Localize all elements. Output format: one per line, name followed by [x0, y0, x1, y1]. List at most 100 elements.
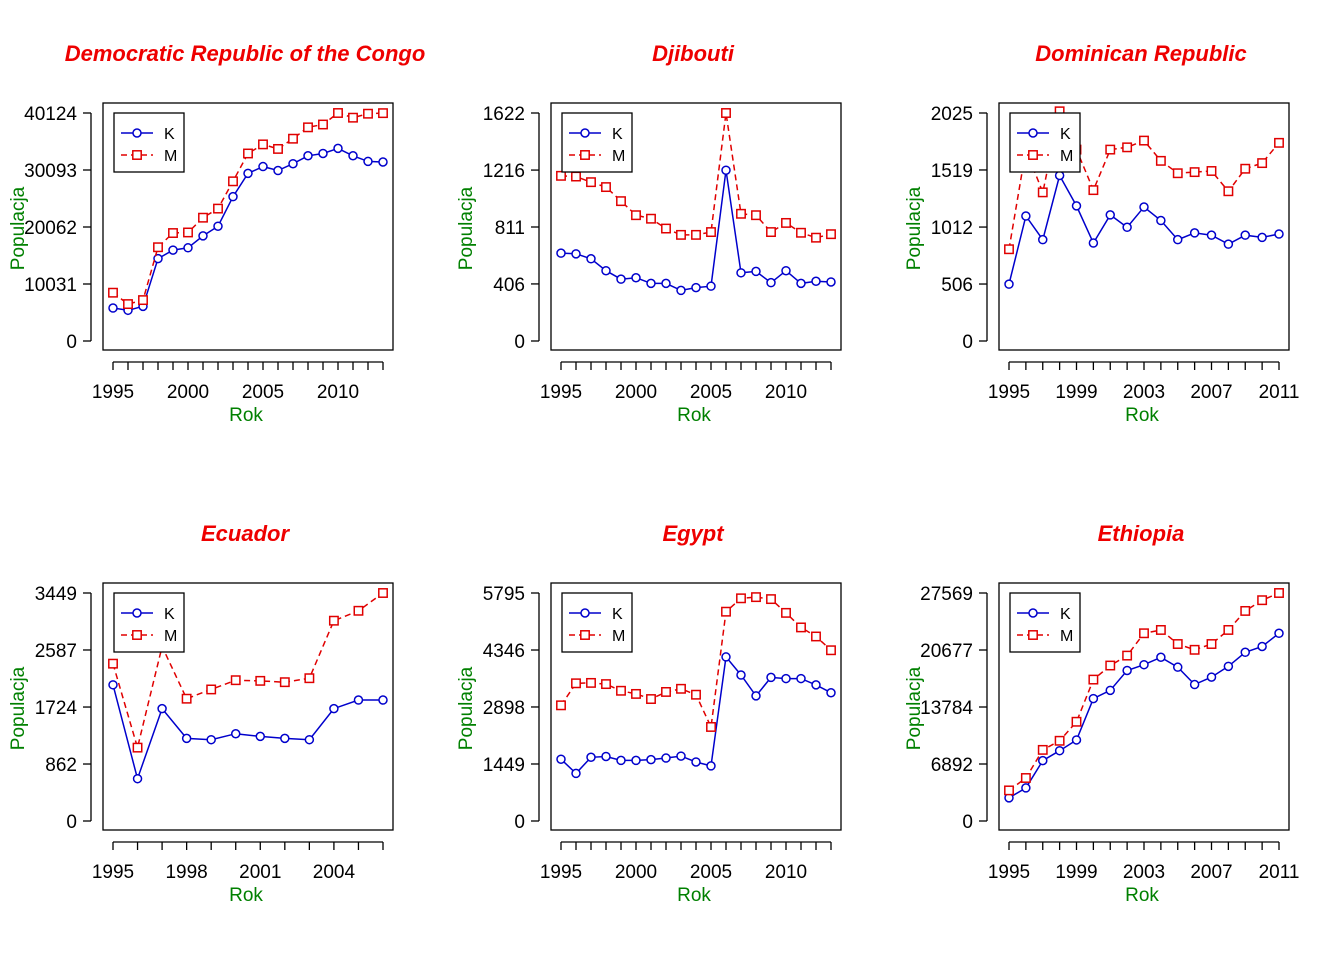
x-tick-label: 2003: [1123, 382, 1165, 403]
series-line-K: [1008, 173, 1280, 285]
data-point-M: [273, 143, 283, 154]
data-point-K: [676, 285, 686, 296]
data-point-K: [1139, 659, 1149, 670]
data-point-M: [123, 299, 133, 310]
data-point-K: [736, 268, 746, 278]
legend-marker-M: [1028, 150, 1038, 160]
legend-marker-M: [580, 630, 590, 640]
x-tick-label: 2007: [1190, 382, 1232, 403]
y-tick-label: 2587: [35, 641, 77, 662]
legend-label-K: K: [612, 126, 623, 143]
data-point-M: [616, 685, 626, 696]
legend-marker-M: [580, 150, 590, 160]
data-point-M: [796, 622, 806, 633]
x-tick-label: 2011: [1259, 862, 1300, 883]
data-point-M: [706, 722, 716, 732]
chart-panel-3: Ecuador 0 862 1724 2587 3449 1995 1998 2001 2004 R…: [8, 521, 394, 906]
data-point-K: [1105, 685, 1115, 696]
data-point-K: [108, 680, 118, 690]
x-tick-label: 2010: [765, 382, 807, 403]
data-point-M: [198, 212, 208, 223]
data-point-M: [601, 679, 611, 690]
data-point-K: [255, 731, 266, 742]
x-axis-label: Rok: [1125, 405, 1159, 426]
legend-box: [1009, 112, 1081, 173]
data-point-M: [1122, 142, 1133, 153]
data-point-K: [616, 274, 626, 284]
data-point-K: [1274, 628, 1284, 639]
data-point-M: [1257, 158, 1268, 169]
data-point-K: [571, 249, 581, 259]
data-point-K: [1206, 672, 1217, 682]
data-point-K: [781, 265, 791, 276]
plot-box: [998, 582, 1290, 831]
y-tick-label: 1216: [483, 161, 525, 182]
data-point-K: [258, 161, 268, 172]
data-point-M: [1274, 588, 1284, 598]
data-point-K: [1240, 230, 1250, 240]
data-point-M: [1139, 628, 1149, 639]
data-point-K: [206, 734, 216, 745]
y-tick-label: 1449: [483, 755, 525, 776]
data-point-K: [181, 733, 192, 744]
data-point-M: [631, 210, 641, 221]
data-point-M: [601, 182, 611, 193]
data-point-M: [631, 688, 641, 699]
y-tick-label: 1519: [931, 161, 973, 182]
x-tick-label: 1995: [540, 862, 582, 883]
data-point-M: [228, 176, 238, 187]
chart-panel-4: Egypt 0 1449 2898 4346 5795 1995 2000 2005 2010 Ro…: [456, 521, 842, 906]
series-K: [1004, 170, 1284, 289]
data-point-K: [304, 734, 315, 745]
data-point-M: [288, 133, 298, 144]
y-tick-label: 0: [962, 812, 973, 833]
legend-box: [561, 592, 633, 653]
data-point-M: [303, 122, 313, 133]
data-point-K: [132, 773, 143, 784]
legend: KM: [561, 592, 633, 653]
data-point-K: [826, 687, 836, 698]
legend: KM: [113, 112, 185, 173]
data-point-K: [751, 266, 761, 277]
y-axis: 0 506 1012 1519 2025: [931, 104, 988, 353]
plot-box: [550, 102, 842, 351]
data-point-K: [691, 757, 701, 767]
chart-title: Ethiopia: [1098, 521, 1185, 546]
data-point-K: [826, 277, 836, 287]
legend: KM: [561, 112, 633, 173]
data-point-K: [1038, 755, 1048, 766]
y-tick-label: 30093: [24, 161, 77, 182]
data-point-K: [631, 272, 641, 283]
data-point-M: [811, 232, 821, 243]
y-axis-label: Populacja: [904, 186, 925, 270]
legend-label-K: K: [1060, 126, 1071, 143]
data-point-M: [1088, 674, 1099, 685]
legend-label-M: M: [612, 148, 625, 165]
data-point-K: [1122, 222, 1132, 233]
data-point-M: [811, 631, 821, 642]
data-point-M: [766, 227, 776, 238]
data-point-M: [132, 742, 143, 753]
data-point-M: [691, 689, 701, 700]
x-axis-label: Rok: [677, 885, 711, 906]
data-point-M: [243, 148, 253, 159]
legend-label-K: K: [164, 126, 175, 143]
data-point-K: [736, 670, 746, 680]
data-point-K: [1038, 234, 1048, 245]
data-point-K: [1173, 662, 1183, 672]
data-point-K: [1223, 661, 1234, 672]
legend-marker-M: [132, 150, 142, 160]
plot-box: [102, 582, 394, 831]
data-point-M: [1189, 644, 1200, 655]
data-point-K: [363, 156, 373, 167]
y-axis-label: Populacja: [8, 186, 29, 270]
data-point-K: [556, 754, 566, 764]
data-point-K: [168, 245, 178, 255]
data-point-K: [153, 253, 163, 264]
data-point-K: [288, 158, 298, 169]
data-point-K: [1122, 665, 1132, 676]
data-point-K: [601, 751, 611, 762]
data-point-M: [168, 228, 178, 238]
data-point-M: [676, 229, 686, 240]
